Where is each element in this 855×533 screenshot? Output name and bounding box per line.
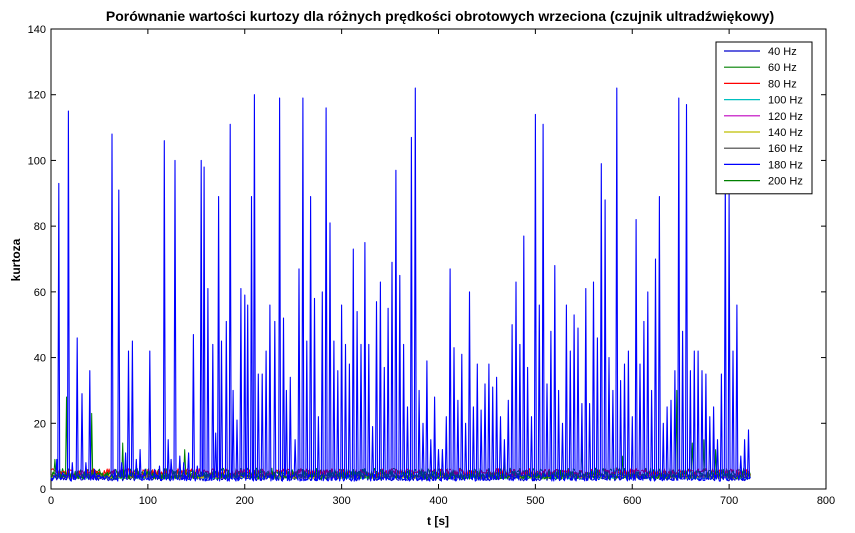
y-axis-label: kurtoza xyxy=(9,238,23,281)
x-tick-label: 600 xyxy=(623,495,641,507)
legend-entry: 80 Hz xyxy=(768,78,797,90)
y-tick-label: 60 xyxy=(34,287,46,299)
plot-area xyxy=(50,28,827,490)
legend-entry: 60 Hz xyxy=(768,62,797,74)
x-tick-label: 100 xyxy=(139,495,157,507)
legend-entry: 200 Hz xyxy=(768,176,803,188)
y-tick-label: 100 xyxy=(28,155,46,167)
x-tick-label: 200 xyxy=(236,495,254,507)
y-tick-label: 20 xyxy=(34,418,46,430)
x-tick-label: 0 xyxy=(48,495,54,507)
x-tick-label: 400 xyxy=(429,495,447,507)
y-tick-label: 140 xyxy=(28,24,46,36)
y-tick-label: 40 xyxy=(34,353,46,365)
x-tick-label: 700 xyxy=(720,495,738,507)
x-tick-label: 800 xyxy=(817,495,835,507)
y-tick-label: 120 xyxy=(28,90,46,102)
legend-entry: 160 Hz xyxy=(768,143,803,155)
y-tick-label: 80 xyxy=(34,221,46,233)
x-tick-label: 500 xyxy=(526,495,544,507)
legend-entry: 140 Hz xyxy=(768,127,803,139)
legend-entry: 40 Hz xyxy=(768,46,797,58)
legend-entry: 100 Hz xyxy=(768,95,803,107)
x-axis-label: t [s] xyxy=(427,514,449,528)
axis-ticks: 0 100 200 300 400 500 600 700 800 0 20 40 60 80 100 120… xyxy=(28,24,836,507)
chart-title: Porównanie wartości kurtozy dla różnych … xyxy=(106,8,774,24)
legend-entry: 180 Hz xyxy=(768,159,803,171)
y-tick-label: 0 xyxy=(40,484,46,496)
legend: 40 Hz 60 Hz 80 Hz 100 Hz 120 Hz 140 Hz 160 Hz 1… xyxy=(715,41,813,195)
series-line-180-hz xyxy=(50,87,751,482)
x-tick-label: 300 xyxy=(332,495,350,507)
legend-entry: 120 Hz xyxy=(768,111,803,123)
series-lines xyxy=(50,87,751,482)
